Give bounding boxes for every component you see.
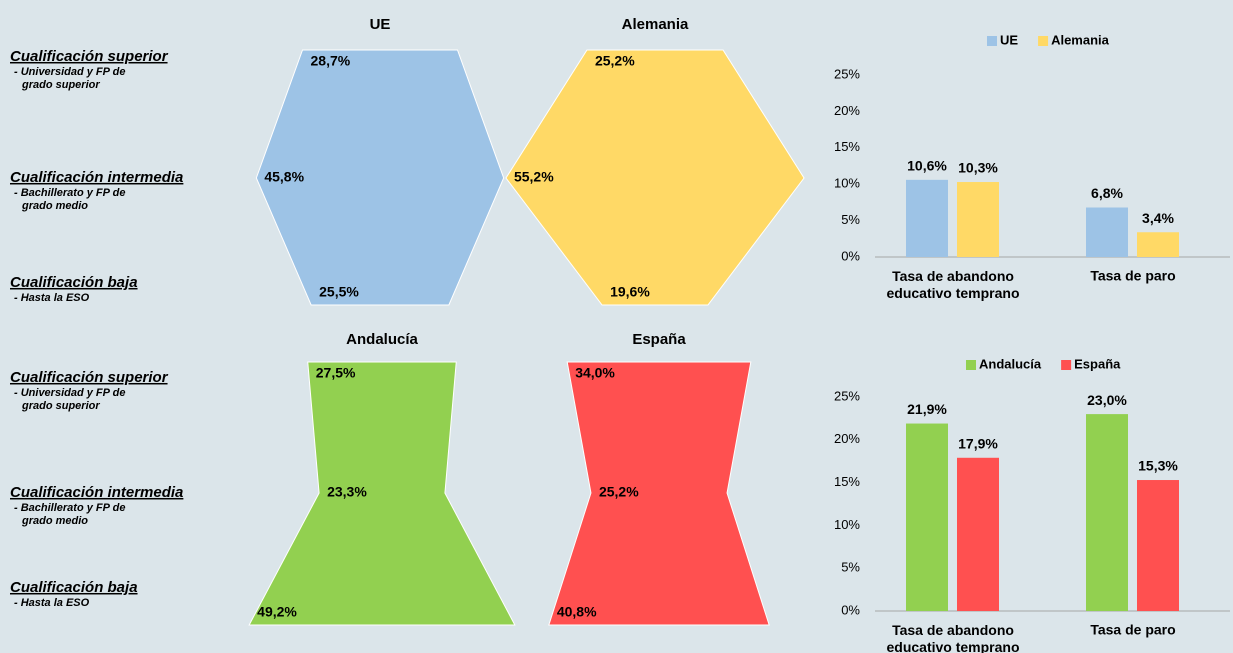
x-tick-label: Tasa de paro: [1090, 268, 1175, 284]
y-tick-label: 0%: [841, 248, 860, 263]
bar: [957, 182, 999, 257]
level-note: - Hasta la ESO: [14, 597, 90, 609]
value-label: 34,0%: [575, 365, 615, 381]
level-title: Cualificación intermedia: [10, 169, 183, 186]
profile-title: Alemania: [622, 16, 689, 33]
y-tick-label: 5%: [841, 560, 860, 575]
level-title: Cualificación baja: [10, 274, 138, 291]
level-note: grado superior: [21, 400, 100, 412]
level-note: - Bachillerato y FP de: [14, 502, 125, 514]
bar: [1086, 207, 1128, 257]
legend-label: Alemania: [1051, 32, 1110, 47]
value-label: 6,8%: [1091, 185, 1123, 201]
value-label: 15,3%: [1138, 458, 1178, 474]
value-label: 10,3%: [958, 160, 998, 176]
profile-title: UE: [370, 16, 391, 33]
value-label: 21,9%: [907, 401, 947, 417]
bar: [1086, 414, 1128, 611]
value-label: 27,5%: [316, 365, 356, 381]
level-note: grado medio: [21, 515, 88, 527]
profile-shape: [248, 361, 516, 626]
y-tick-label: 5%: [841, 212, 860, 227]
legend-swatch: [987, 36, 997, 46]
legend-swatch: [1038, 36, 1049, 46]
level-note: grado medio: [21, 200, 88, 212]
profile-shape: [255, 49, 505, 306]
profile-title: Andalucía: [346, 331, 418, 348]
y-tick-label: 25%: [834, 66, 860, 81]
legend-label: Andalucía: [979, 356, 1042, 371]
y-tick-label: 20%: [834, 103, 860, 118]
legend-swatch: [1061, 360, 1072, 370]
value-label: 49,2%: [257, 604, 297, 620]
level-title: Cualificación superior: [10, 48, 169, 65]
level-note: - Universidad y FP de: [14, 387, 125, 399]
value-label: 3,4%: [1142, 210, 1174, 226]
value-label: 25,5%: [319, 284, 359, 300]
value-label: 23,3%: [327, 484, 367, 500]
y-tick-label: 10%: [834, 176, 860, 191]
level-note: - Bachillerato y FP de: [14, 187, 125, 199]
legend-label: España: [1074, 356, 1121, 371]
value-label: 55,2%: [514, 169, 554, 185]
value-label: 25,2%: [599, 484, 639, 500]
bar: [957, 457, 999, 611]
value-label: 40,8%: [557, 604, 597, 620]
value-label: 19,6%: [610, 284, 650, 300]
profile-shape: [505, 49, 805, 306]
legend-swatch: [966, 360, 976, 370]
level-note: grado superior: [21, 79, 100, 91]
y-tick-label: 15%: [834, 474, 860, 489]
bar: [906, 423, 948, 611]
value-label: 10,6%: [907, 158, 947, 174]
value-label: 45,8%: [264, 169, 304, 185]
y-tick-label: 0%: [841, 602, 860, 617]
x-tick-label: Tasa de paro: [1090, 622, 1175, 638]
value-label: 23,0%: [1087, 392, 1127, 408]
level-title: Cualificación intermedia: [10, 484, 183, 501]
level-title: Cualificación baja: [10, 579, 138, 596]
x-tick-label: Tasa de abandono educativo temprano: [886, 268, 1019, 301]
bar: [1137, 480, 1179, 611]
bar: [906, 179, 948, 257]
y-tick-label: 20%: [834, 431, 860, 446]
level-title: Cualificación superior: [10, 369, 169, 386]
y-tick-label: 10%: [834, 517, 860, 532]
value-label: 17,9%: [958, 435, 998, 451]
level-note: - Universidad y FP de: [14, 66, 125, 78]
bar: [1137, 232, 1179, 257]
value-label: 25,2%: [595, 53, 635, 69]
value-label: 28,7%: [311, 53, 351, 69]
legend-label: UE: [1000, 32, 1018, 47]
profile-shape: [548, 361, 770, 626]
y-tick-label: 25%: [834, 388, 860, 403]
level-note: - Hasta la ESO: [14, 292, 90, 304]
x-tick-label: Tasa de abandono educativo temprano: [886, 622, 1019, 653]
y-tick-label: 15%: [834, 139, 860, 154]
profile-title: España: [632, 331, 686, 348]
